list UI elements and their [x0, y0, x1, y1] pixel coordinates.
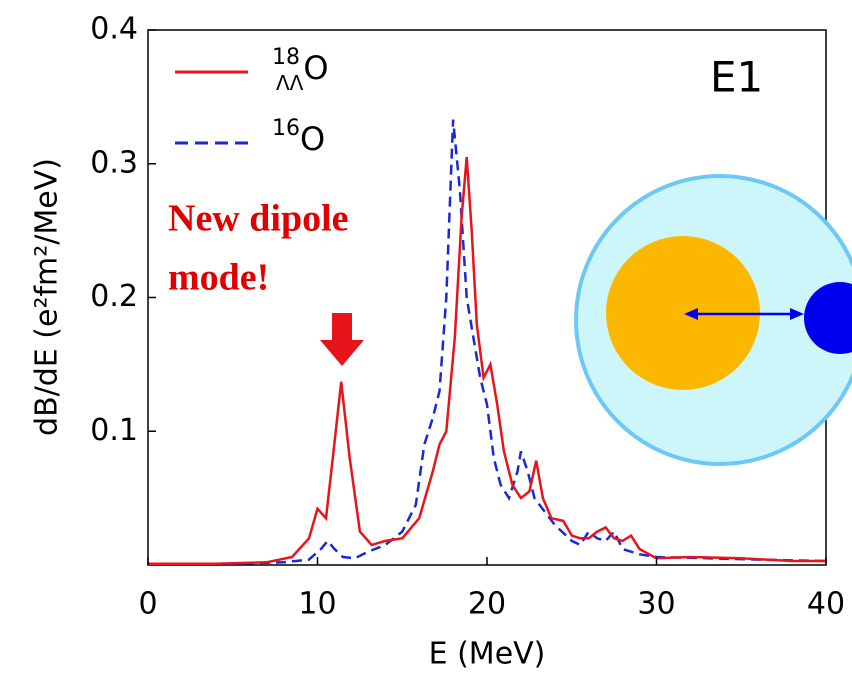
arrow-marker	[320, 313, 364, 366]
y-tick-label: 0.1	[90, 413, 138, 448]
x-tick-label: 20	[468, 587, 506, 622]
lambda-circle	[804, 282, 852, 354]
x-tick-label: 40	[807, 587, 845, 622]
x-tick-label: 30	[637, 587, 675, 622]
dipole-diagram	[574, 174, 852, 466]
core-circle	[606, 236, 760, 390]
series-line	[148, 119, 827, 565]
x-axis-label: E (MeV)	[429, 637, 546, 672]
x-tick-label: 0	[138, 587, 157, 622]
legend-label: 16O	[272, 116, 325, 158]
y-tick-label: 0.3	[90, 145, 138, 180]
series-line	[148, 156, 826, 565]
legend-label: 18 ΛΛO	[272, 45, 329, 95]
y-tick-label: 0.2	[90, 279, 138, 314]
annotation: E1	[710, 53, 763, 102]
y-tick-label: 0.4	[90, 12, 138, 47]
annotation: New dipole	[168, 198, 349, 240]
x-tick-label: 10	[298, 587, 336, 622]
annotation: mode!	[168, 257, 269, 299]
y-axis-label: dB/dE (e²fm²/MeV)	[30, 158, 65, 436]
arrow-heads	[684, 308, 804, 320]
